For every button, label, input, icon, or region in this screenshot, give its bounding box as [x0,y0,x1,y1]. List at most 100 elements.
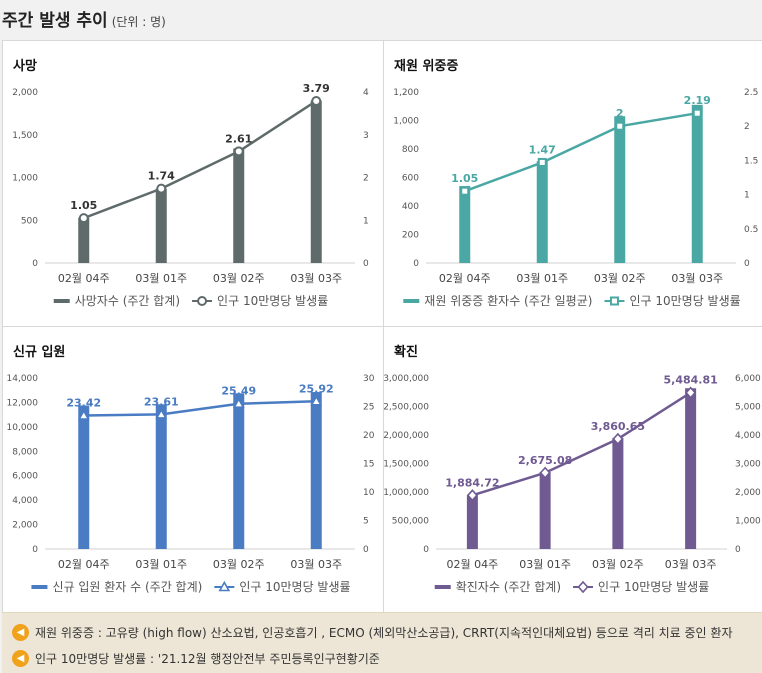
y-right-tick-label: 2 [363,174,369,184]
y-left-tick-label: 1,000 [12,174,38,184]
data-label: 3,860.65 [591,420,645,433]
y-left-tick-label: 0 [413,259,419,269]
bar [78,405,90,549]
chart-title: 재원 위중증 [394,59,459,74]
y-right-tick-label: 6,000 [735,374,761,384]
y-left-tick-label: 1,500 [12,131,38,141]
y-right-tick-label: 15 [363,460,374,470]
line-point [197,296,208,306]
bar [685,388,697,549]
y-left-tick-label: 2,000,000 [384,431,429,441]
bar [539,472,551,549]
y-left-tick-label: 2,000 [12,521,38,531]
chart-panel-confirmed: 확진 0 500,000 1,000,000 1,500,000 2,000,000 2,… [384,327,762,612]
y-right-tick-label: 20 [363,431,375,441]
y-left-tick-label: 0 [32,545,38,555]
y-left-tick-label: 500,000 [392,517,429,527]
speaker-icon: ◀ [12,623,29,641]
x-tick-label: 03월 01주 [135,558,187,571]
legend-bar-label: 재원 위중증 환자수 (주간 일평균) [424,294,592,308]
data-label: 1,884.72 [445,476,499,489]
legend: 재원 위중증 환자수 (주간 일평균) 인구 10만명당 발생률 [403,294,741,308]
x-tick-label: 03월 02주 [213,272,265,285]
x-tick-label: 02월 04주 [58,558,110,571]
data-label: 1.47 [529,143,556,156]
line-point [310,395,323,406]
y-right-tick-label: 2,000 [735,488,761,498]
data-label: 2.61 [225,132,252,145]
x-tick-label: 03월 01주 [135,272,187,285]
y-left-tick-label: 600 [402,174,419,184]
line-point [466,489,478,502]
y-left-tick-label: 800 [402,145,419,155]
legend-bar-label: 사망자수 (주간 합계) [75,294,180,308]
y-left-tick-label: 1,000 [393,117,419,127]
bar [691,104,703,263]
data-label: 3.79 [303,82,330,95]
x-tick-label: 03월 03주 [290,272,342,285]
data-label: 23.61 [144,395,179,408]
y-left-tick-label: 14,000 [7,374,39,384]
bar [466,495,478,549]
legend: 신규 입원 환자 수 (주간 합계) 인구 10만명당 발생률 [31,580,351,594]
y-left-tick-label: 6,000 [12,472,38,482]
line-point [685,386,697,399]
bar [78,217,90,263]
y-left-tick-label: 10,000 [7,423,39,433]
legend-bar-label: 신규 입원 환자 수 (주간 합계) [52,580,202,594]
y-left-tick-label: 0 [423,545,429,555]
y-right-tick-label: 0 [363,259,369,269]
note-text: 인구 10만명당 발생률 : '21.12월 행정안전부 주민등록인구현황기준 [35,651,380,666]
data-label: 1.05 [70,199,97,212]
chart-panel-deaths: 사망 0 500 1,000 1,500 2,000 0 1 2 3 4 02월 04주 03월 01… [3,41,384,327]
line-point [233,146,244,157]
y-left-tick-label: 3,000,000 [384,374,429,384]
y-right-tick-label: 0.5 [744,225,758,235]
chart-grid: 사망 0 500 1,000 1,500 2,000 0 1 2 3 4 02월 04주 03월 01… [2,40,762,612]
x-tick-label: 03월 02주 [594,272,646,285]
y-right-tick-label: 5,000 [735,403,761,413]
legend-bar-swatch [403,299,420,303]
y-right-tick-label: 1.5 [744,156,758,166]
y-left-tick-label: 8,000 [12,447,38,457]
note-row: ◀ 인구 10만명당 발생률 : '21.12월 행정안전부 주민등록인구현황기… [12,647,380,669]
y-right-tick-label: 5 [363,517,369,527]
y-left-tick-label: 2,000 [12,88,38,98]
line-point [156,183,167,194]
chart-svg: 0 500,000 1,000,000 1,500,000 2,000,000 2,500… [384,374,761,594]
x-tick-label: 03월 01주 [519,558,571,571]
chart-panel-critical: 재원 위중증 0 200 400 600 800 1,000 1,200 0 0.5 1 1.5 2 2… [384,41,762,327]
legend-bar-swatch [434,585,451,589]
x-tick-label: 02월 04주 [447,558,499,571]
legend-bar-label: 확진자수 (주간 합계) [456,580,561,594]
data-label: 2,675.08 [518,454,572,467]
y-right-tick-label: 25 [363,403,374,413]
y-right-tick-label: 2.5 [744,88,758,98]
legend-bar-swatch [31,585,48,589]
y-right-tick-label: 4 [363,88,369,98]
y-left-tick-label: 1,200 [393,88,419,98]
y-right-tick-label: 10 [363,488,375,498]
line-point [612,432,624,446]
bar [310,100,322,263]
line-point [609,296,619,306]
chart-svg: 0 2,000 4,000 6,000 8,000 10,000 12,000 14,000 0… [7,374,375,594]
bar [614,116,626,263]
line-point [78,213,89,224]
y-right-tick-label: 1 [363,216,369,226]
legend: 사망자수 (주간 합계) 인구 10만명당 발생률 [53,294,328,308]
line-point [77,409,90,420]
x-tick-label: 03월 02주 [592,558,644,571]
y-left-tick-label: 4,000 [12,496,38,506]
data-label: 2.19 [684,94,711,107]
y-right-tick-label: 3 [363,131,369,141]
series-line [83,99,317,220]
series-line [464,111,698,193]
x-tick-label: 03월 03주 [665,558,717,571]
page-title-text: 주간 발생 추이 [2,11,108,31]
bar [155,404,167,549]
data-label: 1.05 [451,172,478,185]
line-point [311,95,322,106]
y-left-tick-label: 1,000,000 [384,488,429,498]
legend-line-label: 인구 10만명당 발생률 [217,294,328,308]
